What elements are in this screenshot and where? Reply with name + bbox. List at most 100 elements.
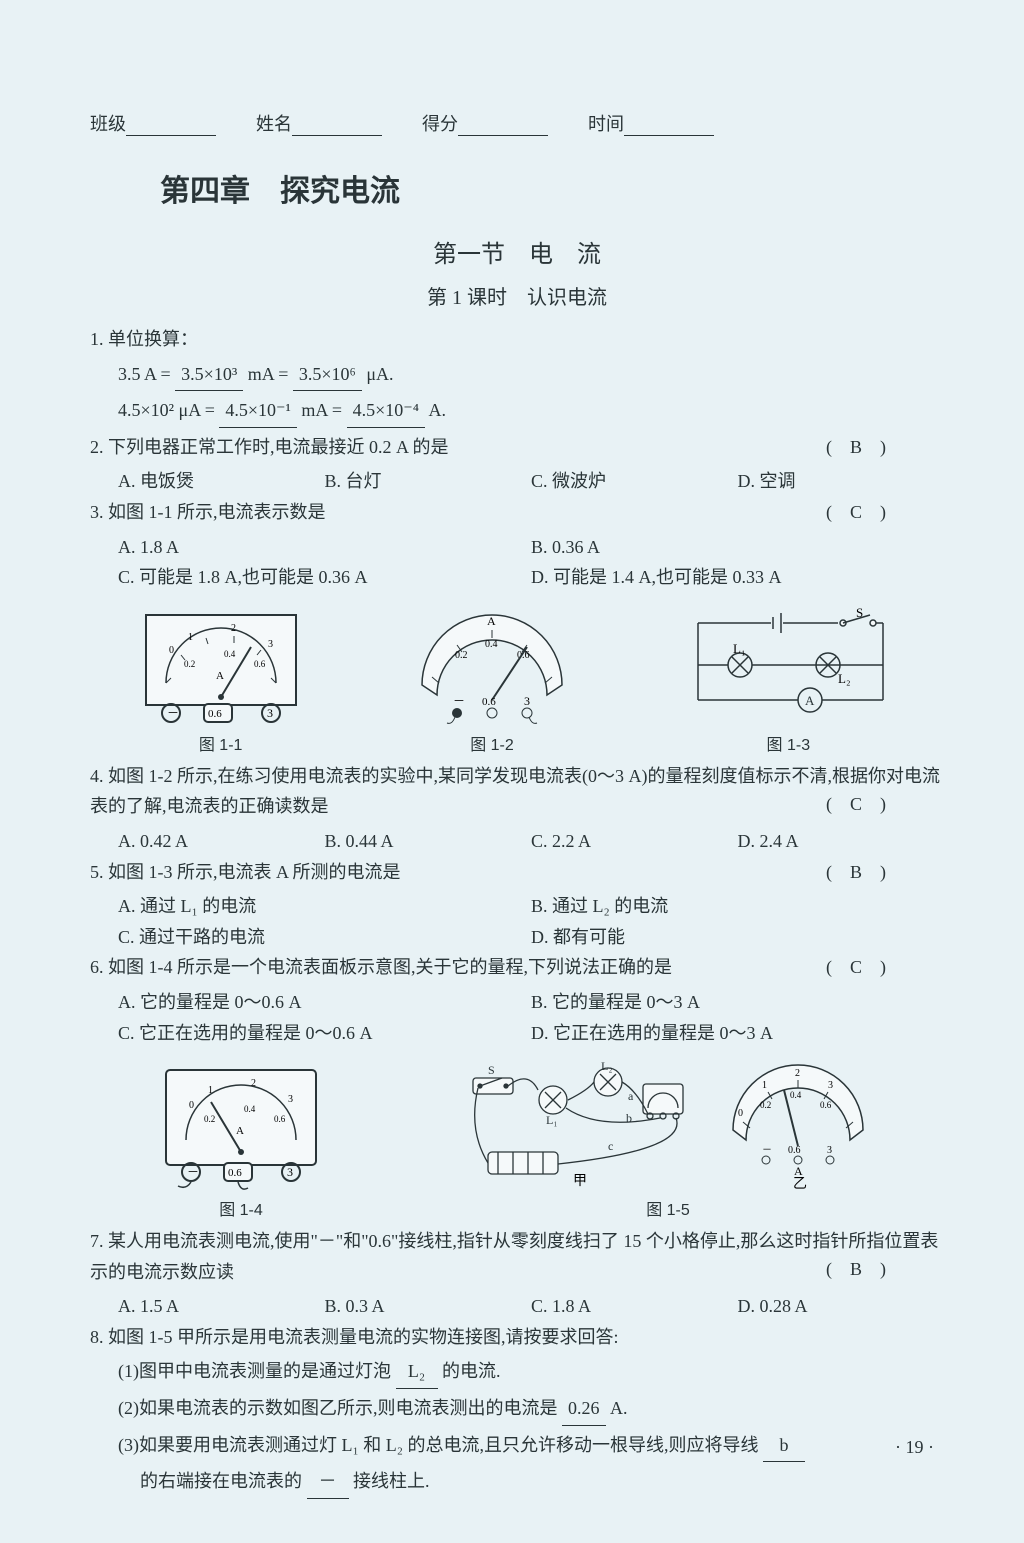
figure-row-2: 01 23 0.20.4 0.6A － 0.6 3 图 1-4	[90, 1060, 944, 1220]
q8-ans1: L₂	[396, 1356, 438, 1389]
q6-options-1: A. 它的量程是 0～0.6 A B. 它的量程是 0～3 A	[90, 987, 944, 1018]
svg-text:3: 3	[828, 1080, 833, 1091]
name-label: 姓名	[256, 114, 292, 134]
svg-text:－: －	[187, 1165, 199, 1179]
q3-optC: C. 可能是 1.8 A,也可能是 0.36 A	[118, 562, 531, 593]
svg-text:2: 2	[231, 623, 236, 634]
svg-text:2: 2	[251, 1078, 256, 1089]
q4-optC: C. 2.2 A	[531, 826, 738, 857]
q7-optB: B. 0.3 A	[325, 1291, 532, 1322]
q6-stem: 6. 如图 1-4 所示是一个电流表面板示意图,关于它的量程,下列说法正确的是	[90, 957, 672, 977]
svg-text:L₁: L₁	[733, 641, 745, 656]
q4-optB: B. 0.44 A	[325, 826, 532, 857]
q8-ans3a: b	[763, 1430, 805, 1463]
q5-optB: B. 通过 L₂ 的电流	[531, 891, 944, 922]
q3-optD: D. 可能是 1.4 A,也可能是 0.33 A	[531, 562, 944, 593]
q3-stem: 3. 如图 1-1 所示,电流表示数是	[90, 502, 326, 522]
fig1-4-cap: 图 1-4	[156, 1196, 326, 1220]
score-blank[interactable]	[458, 117, 548, 136]
svg-text:3: 3	[267, 706, 273, 720]
svg-text:3: 3	[288, 1094, 293, 1105]
q5: 5. 如图 1-3 所示,电流表 A 所测的电流是 ( B )	[90, 857, 944, 888]
q5-stem: 5. 如图 1-3 所示,电流表 A 所测的电流是	[90, 862, 401, 882]
class-blank[interactable]	[126, 117, 216, 136]
q7-answer: ( B )	[826, 1254, 886, 1285]
svg-text:0: 0	[738, 1108, 743, 1119]
q5-answer: ( B )	[826, 857, 886, 888]
section-title: 第一节 电 流	[90, 234, 944, 269]
svg-text:A: A	[794, 1164, 803, 1178]
svg-text:3: 3	[524, 694, 530, 708]
svg-text:0.4: 0.4	[485, 639, 498, 650]
q1-ans1a: 3.5×10³	[175, 359, 243, 392]
q3-answer: ( C )	[826, 497, 886, 528]
name-blank[interactable]	[292, 117, 382, 136]
q5-optA: A. 通过 L₁ 的电流	[118, 891, 531, 922]
fig1-2-cap: 图 1-2	[397, 731, 587, 755]
q4-options: A. 0.42 A B. 0.44 A C. 2.2 A D. 2.4 A	[90, 826, 944, 857]
q4-optA: A. 0.42 A	[118, 826, 325, 857]
score-label: 得分	[422, 114, 458, 134]
chapter-title: 第四章 探究电流	[160, 166, 944, 210]
q1-ans2b: 4.5×10⁻⁴	[347, 395, 425, 428]
svg-text:A: A	[216, 670, 224, 682]
q7-optA: A. 1.5 A	[118, 1291, 325, 1322]
svg-text:S: S	[856, 605, 863, 620]
q6: 6. 如图 1-4 所示是一个电流表面板示意图,关于它的量程,下列说法正确的是 …	[90, 952, 944, 983]
q7-optC: C. 1.8 A	[531, 1291, 738, 1322]
page-number: · 19 ·	[895, 1437, 934, 1458]
q6-answer: ( C )	[826, 952, 886, 983]
svg-text:0.2: 0.2	[204, 1114, 215, 1124]
q3-optB: B. 0.36 A	[531, 532, 944, 563]
svg-text:0.6: 0.6	[482, 696, 496, 708]
svg-text:L₂: L₂	[838, 671, 850, 686]
figure-row-1: 0 1 2 3 0.2 0.4 0.6 A － 0.6 3 图 1-1	[90, 605, 944, 755]
svg-text:0.6: 0.6	[208, 708, 222, 720]
q3-options-2: C. 可能是 1.8 A,也可能是 0.36 A D. 可能是 1.4 A,也可…	[90, 562, 944, 593]
svg-text:A: A	[487, 614, 496, 628]
fig-1-2: A 0.2 0.4 0.6 － 0.6 3 图 1-2	[397, 605, 587, 755]
svg-text:c: c	[608, 1139, 613, 1153]
q6-options-2: C. 它正在选用的量程是 0～0.6 A D. 它正在选用的量程是 0～3 A	[90, 1018, 944, 1049]
fig1-1-cap: 图 1-1	[136, 731, 306, 755]
q3-optA: A. 1.8 A	[118, 532, 531, 563]
q6-optD: D. 它正在选用的量程是 0～3 A	[531, 1018, 944, 1049]
q2-stem: 2. 下列电器正常工作时,电流最接近 0.2 A 的是	[90, 437, 449, 457]
svg-text:0: 0	[189, 1100, 194, 1111]
svg-text:乙: 乙	[793, 1176, 807, 1190]
q8-part3: (3)如果要用电流表测通过灯 L₁ 和 L₂ 的总电流,且只允许移动一根导线,则…	[90, 1430, 944, 1463]
q6-optB: B. 它的量程是 0～3 A	[531, 987, 944, 1018]
time-blank[interactable]	[624, 117, 714, 136]
q1-title: 1. 单位换算：	[90, 324, 944, 355]
svg-text:甲: 甲	[573, 1174, 587, 1189]
q4: 4. 如图 1-2 所示,在练习使用电流表的实验中,某同学发现电流表(0～3 A…	[90, 761, 944, 822]
svg-text:0.6: 0.6	[254, 659, 266, 669]
svg-text:3: 3	[287, 1165, 293, 1179]
time-label: 时间	[588, 114, 624, 134]
q3: 3. 如图 1-1 所示,电流表示数是 ( C )	[90, 497, 944, 528]
q7-optD: D. 0.28 A	[738, 1291, 945, 1322]
q8-ans3b: －	[307, 1466, 349, 1499]
svg-text:1: 1	[208, 1085, 213, 1096]
q7: 7. 某人用电流表测电流,使用"－"和"0.6"接线柱,指针从零刻度线扫了 15…	[90, 1226, 944, 1287]
fig1-3-cap: 图 1-3	[678, 731, 898, 755]
svg-text:－: －	[762, 1145, 772, 1156]
svg-text:a: a	[628, 1089, 634, 1103]
fig-1-5: S L₁ L₂	[458, 1060, 878, 1220]
worksheet-page: 班级 姓名 得分 时间 第四章 探究电流 第一节 电 流 第 1 课时 认识电流…	[0, 0, 1024, 1543]
svg-text:3: 3	[268, 639, 273, 650]
q4-stem: 4. 如图 1-2 所示,在练习使用电流表的实验中,某同学发现电流表(0～3 A…	[90, 766, 940, 817]
q2-answer: ( B )	[826, 432, 886, 463]
fig-1-1: 0 1 2 3 0.2 0.4 0.6 A － 0.6 3 图 1-1	[136, 605, 306, 755]
q8-ans2: 0.26	[562, 1393, 606, 1426]
svg-text:0.6: 0.6	[820, 1100, 832, 1110]
svg-text:S: S	[488, 1063, 495, 1077]
q5-options-1: A. 通过 L₁ 的电流 B. 通过 L₂ 的电流	[90, 891, 944, 922]
header-row: 班级 姓名 得分 时间	[90, 110, 944, 136]
q2-optC: C. 微波炉	[531, 466, 738, 497]
q1-line1: 3.5 A = 3.5×10³ mA = 3.5×10⁶ μA.	[90, 359, 944, 392]
q8-part3b: 的右端接在电流表的 － 接线柱上.	[90, 1466, 944, 1499]
lesson-title: 第 1 课时 认识电流	[90, 281, 944, 310]
svg-text:0.4: 0.4	[224, 649, 236, 659]
q7-options: A. 1.5 A B. 0.3 A C. 1.8 A D. 0.28 A	[90, 1291, 944, 1322]
